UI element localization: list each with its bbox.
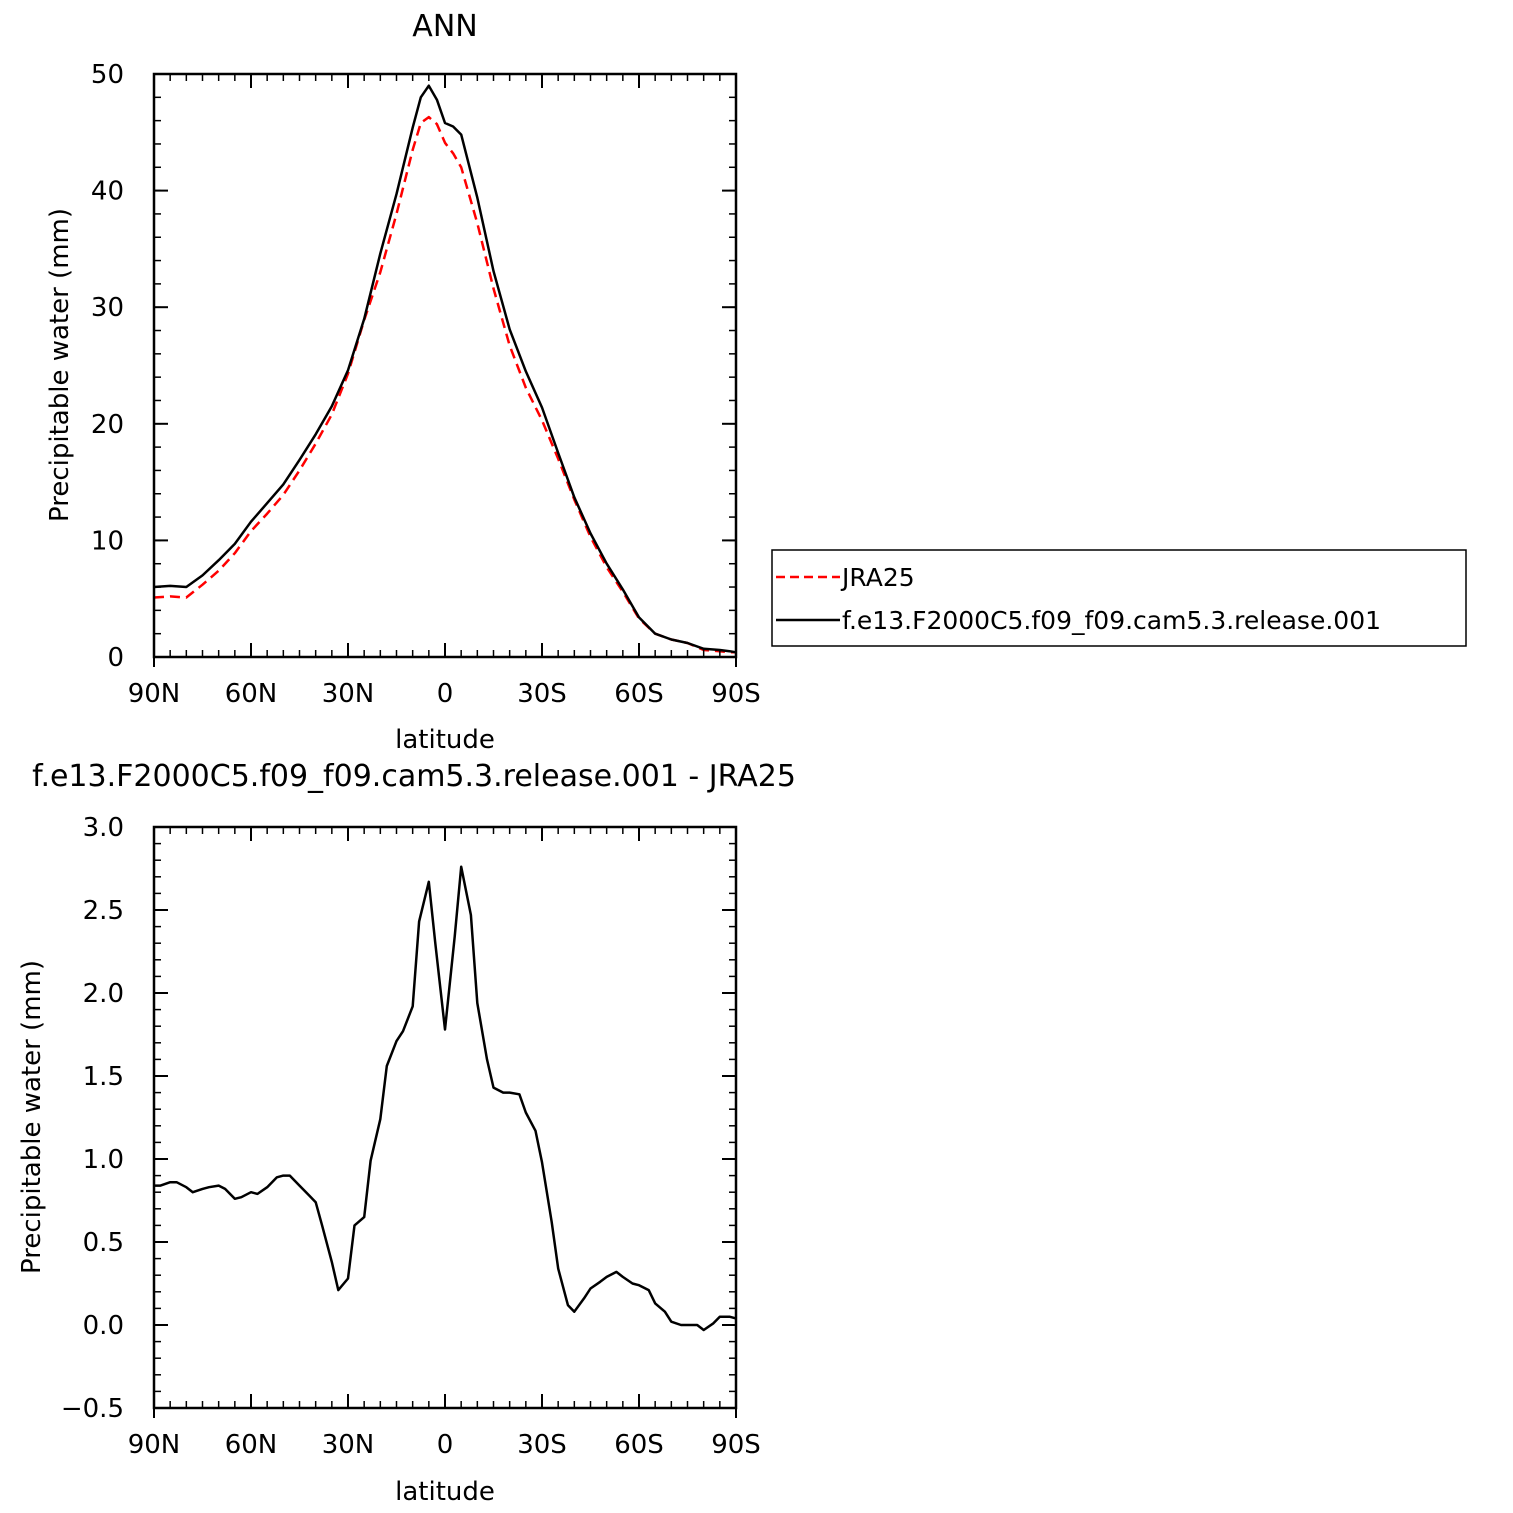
x-tick-label: 90N — [128, 1430, 181, 1460]
y-tick-label: 1.0 — [83, 1145, 124, 1175]
chart-title: ANN — [412, 9, 477, 44]
tick-layer: 90N 60N 30N 0 30S 60S 90S 0 10 20 30 40 50 — [91, 60, 761, 709]
x-tick-label: 0 — [437, 1430, 454, 1460]
plot-frame — [152, 72, 738, 659]
y-tick-label: 0.0 — [83, 1311, 124, 1341]
x-tick-label: 90S — [711, 679, 761, 709]
x-tick-label: 60N — [225, 1430, 278, 1460]
x-tick-label: 60N — [225, 679, 278, 709]
y-axis-title: Precipitable water (mm) — [45, 208, 75, 522]
legend-label-jra25: JRA25 — [840, 563, 915, 592]
difference-panel: f.e13.F2000C5.f09_f09.cam5.3.release.001… — [17, 759, 796, 1507]
y-tick-label: 20 — [91, 410, 124, 440]
legend: JRA25 f.e13.F2000C5.f09_f09.cam5.3.relea… — [771, 549, 1467, 647]
x-tick-label: 30S — [517, 679, 567, 709]
x-axis-title: latitude — [395, 1477, 495, 1507]
legend-label-model: f.e13.F2000C5.f09_f09.cam5.3.release.001 — [842, 606, 1381, 635]
legend-box — [771, 549, 1467, 647]
series-line-0 — [153, 115, 736, 654]
x-tick-label: 30N — [322, 679, 375, 709]
y-tick-label: 2.0 — [83, 979, 124, 1009]
series-line-0 — [154, 865, 737, 1332]
y-tick-label: 0.5 — [83, 1228, 124, 1258]
series-line-1 — [153, 84, 737, 654]
x-axis-title: latitude — [395, 725, 495, 755]
x-tick-label: 30S — [517, 1430, 567, 1460]
y-tick-label: 10 — [91, 526, 124, 556]
plot-frame — [152, 825, 738, 1410]
x-tick-label: 60S — [614, 1430, 664, 1460]
series-layer — [153, 84, 737, 654]
y-tick-label: 3.0 — [83, 813, 124, 843]
tick-layer: 90N 60N 30N 0 30S 60S 90S −0.5 0.0 0.5 1.0 1.5 2.0 2.… — [61, 813, 761, 1460]
chart-title: f.e13.F2000C5.f09_f09.cam5.3.release.001… — [32, 759, 796, 794]
y-tick-label: 1.5 — [83, 1062, 124, 1092]
x-tick-label: 30N — [322, 1430, 375, 1460]
x-tick-label: 90S — [711, 1430, 761, 1460]
y-tick-label: 50 — [91, 60, 124, 90]
y-tick-label: 40 — [91, 177, 124, 207]
mean-profile-panel: ANN 90N 60N 30N 0 30S 60S 90S 0 10 20 30 40 50 latit… — [45, 9, 761, 755]
y-tick-label: 2.5 — [83, 896, 124, 926]
x-tick-label: 90N — [128, 679, 181, 709]
y-tick-label: 0 — [107, 643, 124, 673]
x-tick-label: 60S — [614, 679, 664, 709]
y-tick-label: −0.5 — [61, 1394, 124, 1424]
y-tick-label: 30 — [91, 293, 124, 323]
series-layer — [154, 865, 737, 1332]
x-tick-label: 0 — [437, 679, 454, 709]
y-axis-title: Precipitable water (mm) — [17, 960, 47, 1274]
